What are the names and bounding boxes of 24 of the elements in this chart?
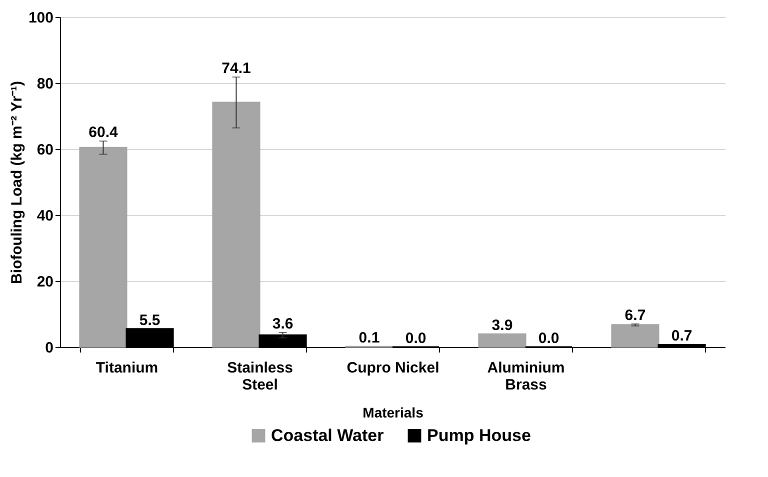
y-tick-label: 100 xyxy=(28,10,54,26)
x-tick-label: Aluminium Brass xyxy=(487,360,565,394)
y-tick-label: 60 xyxy=(36,142,54,158)
y-axis-title: Biofouling Load (kg m⁻² Yr⁻¹) xyxy=(8,80,26,284)
data-label: 0.0 xyxy=(405,330,426,347)
data-label: 60.4 xyxy=(88,124,118,142)
y-tick-label: 20 xyxy=(36,274,54,290)
data-label: 0.1 xyxy=(358,330,380,347)
y-tick-label: 40 xyxy=(36,208,54,224)
legend-label: Pump House xyxy=(427,426,531,445)
legend-label: Coastal Water xyxy=(271,426,384,445)
x-tick-label: Titanium xyxy=(96,360,158,376)
data-label: 74.1 xyxy=(222,60,251,78)
data-label: 0.7 xyxy=(671,328,692,345)
x-axis-title: Materials xyxy=(362,404,424,420)
x-tick-label: Cupro Nickel xyxy=(346,360,440,376)
y-tick-label: 80 xyxy=(36,76,54,92)
data-label: 3.9 xyxy=(492,317,513,334)
y-tick-label: 0 xyxy=(45,340,54,356)
data-label: 6.7 xyxy=(624,306,646,324)
data-label: 0.0 xyxy=(538,330,560,347)
data-label: 3.6 xyxy=(272,315,294,332)
data-label: 5.5 xyxy=(139,312,160,329)
x-tick-label: Stainless Steel xyxy=(227,360,293,394)
